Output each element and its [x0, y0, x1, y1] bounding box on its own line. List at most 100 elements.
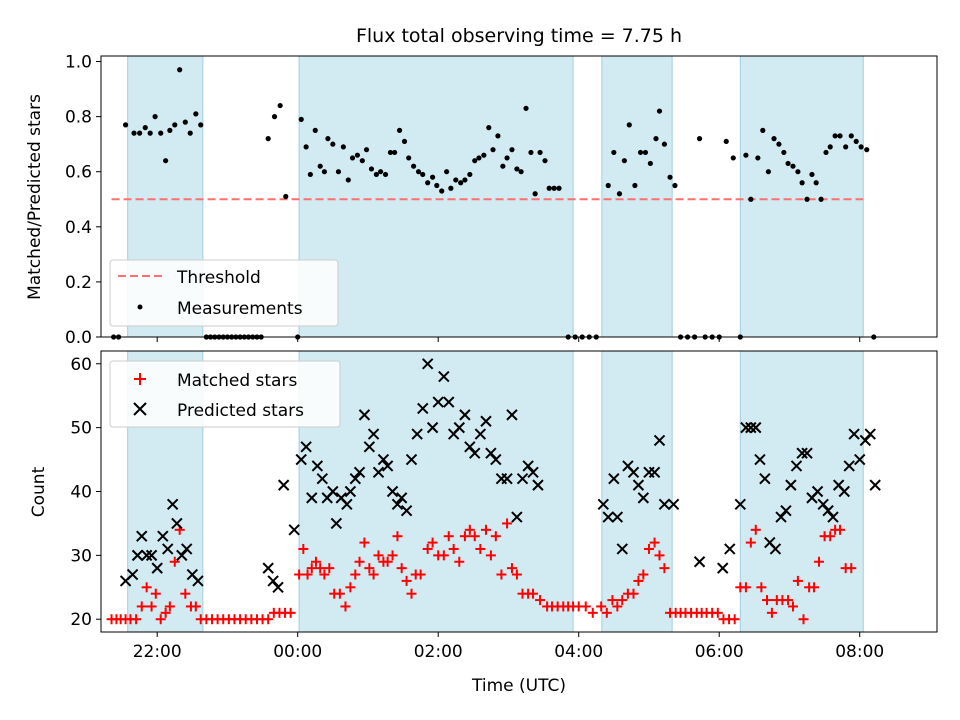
legend-matched-label: Matched stars	[177, 371, 297, 391]
matched-star-point-11	[160, 607, 171, 618]
measurement-point-100	[621, 158, 627, 164]
measurement-point-13	[182, 119, 188, 125]
measurement-point-8	[158, 130, 164, 136]
top-shade-1	[298, 55, 574, 338]
measurement-point-137	[823, 149, 829, 156]
predicted-star-point-49	[438, 370, 450, 383]
top-legend-box	[109, 259, 339, 327]
measurement-point-72	[467, 171, 473, 178]
measurement-point-126	[771, 136, 777, 142]
predicted-star-point-68	[597, 498, 610, 510]
matched-star-point-115	[712, 607, 723, 618]
measurement-point-78	[495, 133, 501, 139]
matched-star-point-71	[469, 531, 480, 542]
measurement-point-31	[265, 136, 271, 142]
matched-star-point-133	[809, 582, 820, 593]
matched-star-point-45	[340, 601, 351, 612]
measurement-point-122	[748, 196, 754, 202]
predicted-star-point-87	[745, 421, 757, 434]
measurement-point-52	[373, 171, 379, 178]
predicted-star-point-71	[611, 511, 624, 523]
predicted-star-point-103	[827, 511, 839, 523]
predicted-star-point-35	[367, 428, 380, 440]
predicted-star-point-21	[300, 441, 312, 453]
measurement-point-32	[271, 114, 278, 120]
matched-star-point-104	[654, 550, 665, 561]
predicted-star-point-32	[353, 466, 366, 479]
matched-star-point-96	[612, 601, 623, 612]
measurement-point-57	[396, 127, 403, 133]
predicted-star-point-2	[131, 549, 144, 562]
matched-star-point-37	[302, 569, 313, 580]
predicted-star-point-14	[192, 575, 204, 587]
matched-star-point-34	[285, 607, 296, 618]
matched-star-point-49	[359, 537, 370, 548]
measurement-point-39	[312, 127, 318, 133]
top-shade-3	[739, 55, 864, 338]
predicted-star-point-7	[157, 530, 169, 542]
matched-star-point-94	[601, 607, 612, 618]
predicted-star-point-10	[171, 517, 183, 530]
top-legend: Threshold Measurements	[109, 259, 339, 327]
predicted-star-point-9	[166, 498, 179, 510]
predicted-star-point-110	[864, 428, 876, 440]
measurement-point-36	[298, 116, 304, 122]
matched-star-point-38	[306, 563, 317, 574]
predicted-star-point-101	[817, 498, 829, 510]
measurement-point-69	[453, 177, 459, 183]
bottom-y-tick-label-0: 20	[70, 610, 92, 630]
predicted-star-point-52	[453, 421, 465, 434]
measurement-point-12	[177, 67, 183, 73]
measurement-point-121	[743, 152, 749, 158]
matched-star-point-51	[368, 569, 379, 580]
predicted-star-point-55	[469, 447, 481, 459]
matched-star-point-97	[617, 595, 628, 606]
measurement-point-80	[504, 155, 510, 161]
bottom-series	[106, 358, 881, 625]
matched-star-point-63	[427, 537, 438, 548]
predicted-star-point-24	[316, 473, 329, 485]
measurement-point-144	[858, 144, 864, 150]
matched-star-point-134	[813, 556, 824, 567]
measurement-point-14	[187, 130, 193, 136]
matched-star-point-99	[628, 588, 639, 599]
matched-star-point-61	[415, 569, 426, 580]
predicted-star-point-89	[754, 453, 766, 466]
measurement-point-128	[781, 149, 787, 156]
predicted-star-point-8	[162, 543, 174, 555]
measurement-point-108	[661, 141, 668, 147]
measurement-point-48	[354, 152, 361, 158]
predicted-star-point-39	[386, 485, 399, 498]
measurement-point-44	[335, 169, 342, 175]
matched-star-point-77	[502, 518, 513, 529]
bottom-x-axis-label: Time (UTC)	[471, 676, 566, 696]
predicted-star-point-3	[136, 530, 148, 542]
predicted-star-point-22	[306, 492, 318, 504]
top-y-axis-label: Matched/Predicted stars	[25, 94, 45, 300]
measurement-point-106	[653, 136, 659, 142]
matched-star-point-48	[354, 556, 365, 567]
predicted-star-point-92	[769, 543, 782, 555]
top-y-tick-label-0: 0.0	[65, 328, 92, 348]
measurement-point-103	[637, 149, 644, 156]
measurement-point-124	[760, 127, 766, 133]
predicted-star-point-37	[377, 453, 390, 466]
matched-star-point-13	[169, 556, 180, 567]
bottom-y-ticks: 20 30 40 50 60	[70, 355, 101, 630]
matched-star-point-118	[729, 614, 740, 625]
predicted-star-point-80	[658, 498, 671, 510]
bottom-y-tick-label-3: 50	[70, 419, 92, 439]
measurement-point-5	[142, 125, 148, 131]
matched-star-point-100	[633, 575, 644, 586]
measurement-point-61	[415, 169, 422, 175]
matched-star-point-68	[454, 556, 465, 567]
top-shade-2	[601, 55, 673, 338]
bottom-y-tick-label-1: 30	[70, 546, 92, 566]
measurement-point-11	[172, 122, 178, 128]
predicted-star-point-94	[780, 504, 792, 517]
predicted-star-point-1	[126, 568, 139, 581]
measurement-point-110	[672, 182, 678, 189]
predicted-star-point-30	[344, 485, 357, 498]
predicted-star-point-4	[140, 549, 153, 562]
measurement-point-145	[864, 147, 870, 153]
